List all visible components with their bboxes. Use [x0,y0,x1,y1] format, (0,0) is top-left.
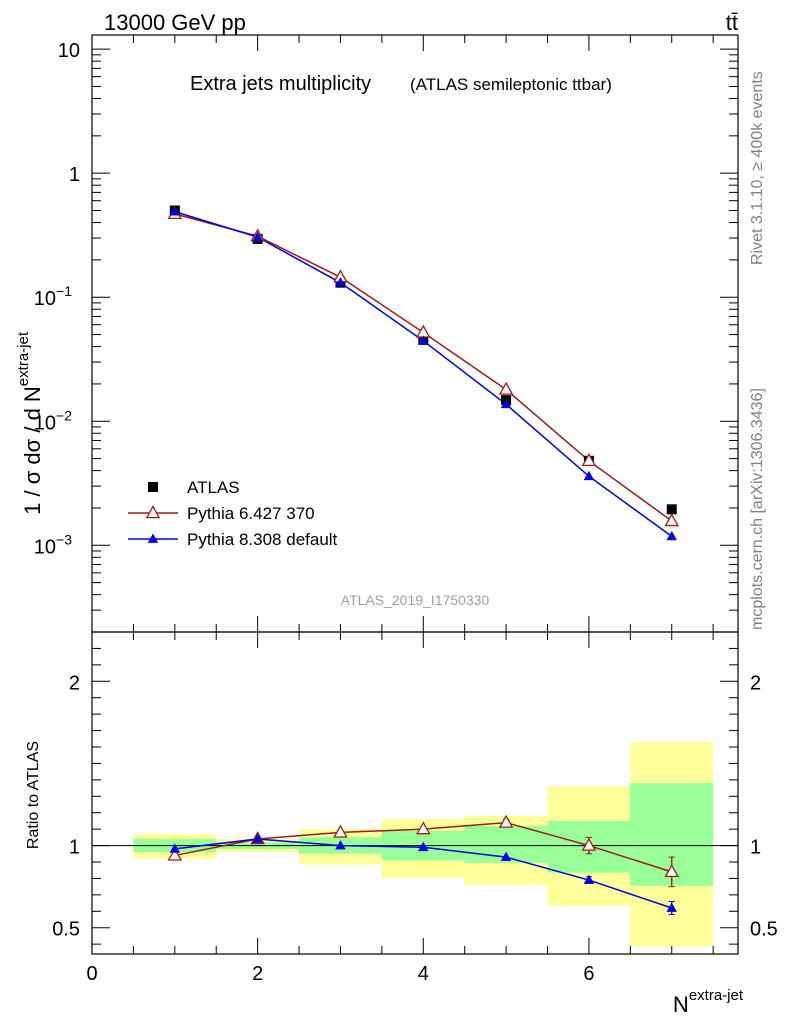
chart-title: Extra jets multiplicity [190,73,371,95]
legend-marker-1 [145,505,161,519]
ratio-y-tick-label-left-0: 0.5 [52,919,80,941]
x-tick-label-2: 4 [418,963,429,985]
ratio-point-s1-6 [666,902,677,912]
ratio-point-s0-4 [498,814,514,828]
ratio-point-s0-3 [415,821,431,835]
ratio-point-s1-3 [418,841,429,852]
ratio-ticks: 0.5 0.5 1 1 2 2 0 2 4 6 [52,632,778,985]
ratio-point-s0-5 [581,837,597,851]
legend-marker-2 [147,533,159,543]
data-point-s0-6 [666,504,677,515]
ratio-point-s0-0 [167,847,183,861]
ratio-y-tick-label-right-1: 1 [750,837,761,859]
analysis-id: ATLAS_2019_I1750330 [341,592,490,608]
ratio-y-tick-label-right-0: 0.5 [750,919,778,941]
legend-label-1: Pythia 6.427 370 [187,504,315,523]
legend-label-0: ATLAS [187,478,240,497]
main-data-layer [167,205,680,541]
series-line-2 [174,210,673,537]
data-point-s2-2 [335,277,346,287]
chart-subtitle: (ATLAS semileptonic ttbar) [410,75,612,94]
ratio-point-s0-2 [333,824,348,838]
data-point-s2-1 [252,231,263,241]
series-line-1 [174,213,673,522]
x-axis-label-main: N [673,992,689,1017]
y-axis-label-main: 1 / σ dσ / d N [20,386,45,515]
y-axis-label: 1 / σ dσ / d Nextra-jet [15,331,45,515]
ratio-y-tick-label-left-2: 2 [69,672,80,694]
data-point-s2-4 [500,398,512,409]
ratio-panel: 0.5 0.5 1 1 2 2 0 2 4 6 Ratio to ATLAS Nextra-jet [25,631,778,1017]
y-tick-label-4: 10−3 [34,531,72,558]
rivet-label: Rivet 3.1.10, ≥ 400k events [749,71,766,265]
x-axis-label: Nextra-jet [673,987,744,1017]
data-point-s2-3 [418,335,429,345]
data-point-s1-5 [581,452,597,466]
x-tick-label-3: 6 [583,963,594,985]
data-point-s1-4 [498,381,514,395]
ratio-point-s1-4 [500,851,512,861]
process-label: tt̄ [726,10,738,35]
legend-marker-0 [148,482,158,492]
mcplots-label: mcplots.cern.ch [arXiv:1306.3436] [749,388,766,630]
ratio-point-s0-6 [664,864,680,878]
data-point-s2-6 [666,530,677,541]
ratio-y-axis-label: Ratio to ATLAS [25,741,42,849]
x-tick-label-0: 0 [86,963,97,985]
y-tick-label-2: 10−1 [34,283,72,310]
ratio-frame [91,631,739,955]
y-tick-label-1: 1 [69,164,80,186]
data-point-s1-6 [664,513,680,527]
data-point-s2-5 [583,470,595,481]
x-tick-label-1: 2 [252,963,263,985]
ratio-y-tick-label-right-2: 2 [750,672,761,694]
x-axis-label-sup: extra-jet [689,987,744,1004]
legend: ATLAS Pythia 6.427 370 Pythia 8.308 defaul… [128,478,338,549]
ratio-point-s1-0 [169,843,181,853]
y-tick-label-3: 10−2 [34,407,72,434]
y-axis-label-sup: extra-jet [15,331,32,386]
svg-text:1 / σ dσ / d Nextra-jet: 1 / σ dσ / d Nextra-jet [15,331,45,515]
main-ticks: 10 1 10−1 10−2 10−3 [34,35,738,633]
ratio-y-tick-label-left-1: 1 [69,837,80,859]
ratio-point-s1-2 [335,840,346,850]
ratio-point-s1-5 [583,874,595,884]
ratio-data-layer [167,814,680,916]
legend-label-2: Pythia 8.308 default [187,530,338,549]
energy-label: 13000 GeV pp [104,10,246,35]
ratio-point-s1-1 [252,833,263,843]
data-point-s2-0 [169,206,181,216]
y-tick-label-0: 10 [58,40,80,62]
